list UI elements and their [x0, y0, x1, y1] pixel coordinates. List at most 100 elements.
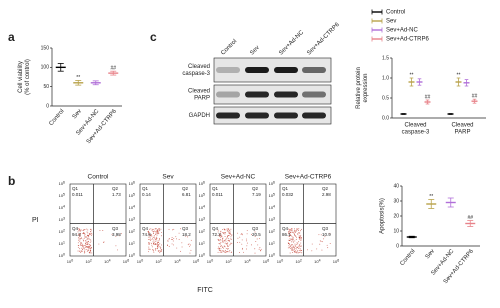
tick-base: 10	[59, 181, 64, 186]
event-dot	[91, 233, 93, 235]
tick-base: 10	[129, 229, 134, 234]
tick-exponent: 6	[127, 258, 129, 262]
event-dot	[289, 243, 291, 245]
event-dot	[173, 238, 175, 240]
x-tick-label: 100	[277, 258, 283, 264]
event-dot	[298, 241, 300, 243]
event-dot	[150, 239, 151, 241]
event-dot	[227, 229, 229, 231]
event-dot	[259, 247, 261, 249]
event-dot	[219, 235, 221, 237]
quadrant-name: Q4	[72, 226, 79, 231]
quadrant-value: 94.3	[72, 232, 81, 237]
event-dot	[80, 251, 82, 253]
event-dot	[85, 242, 87, 244]
event-dot	[290, 247, 292, 249]
event-dot	[243, 251, 244, 253]
event-dot	[98, 243, 100, 245]
event-dot	[102, 230, 104, 231]
tick-exponent: 5	[133, 192, 135, 196]
y-tick-label: 105	[129, 192, 135, 198]
event-dot	[228, 240, 229, 241]
event-dot	[224, 229, 226, 231]
y-tick-label: 100	[269, 252, 275, 258]
flow-x-label: FITC	[197, 287, 213, 294]
event-dot	[78, 238, 80, 240]
event-dot	[224, 252, 226, 254]
event-dot	[78, 230, 80, 232]
event-dot	[83, 231, 85, 233]
event-dot	[228, 238, 230, 240]
y-tick-label: 100	[59, 252, 65, 258]
event-dot	[159, 252, 161, 254]
event-dot	[175, 236, 177, 238]
event-dot	[254, 231, 256, 233]
event-dot	[293, 230, 295, 231]
event-dot	[78, 233, 80, 235]
event-dot	[151, 237, 153, 239]
quadrant-value: 10.9	[322, 232, 331, 237]
lane-label: Control	[220, 39, 238, 57]
event-dot	[160, 249, 162, 251]
event-dot	[298, 238, 300, 240]
event-dot	[296, 251, 298, 253]
quadrant-value: 0.14	[142, 192, 151, 197]
event-dot	[156, 228, 157, 230]
event-dot	[121, 233, 123, 235]
event-dot	[294, 228, 295, 230]
event-dot	[292, 240, 294, 242]
event-dot	[86, 243, 88, 245]
event-dot	[89, 241, 91, 243]
x-tick-label: 106	[263, 258, 269, 264]
event-dot	[80, 243, 82, 245]
event-dot	[294, 251, 296, 253]
event-dot	[288, 247, 290, 249]
row-label: Cleaved	[188, 89, 210, 95]
y-tick-label: 105	[269, 192, 275, 198]
event-dot	[148, 239, 149, 241]
x-tick-label: 102	[155, 258, 161, 264]
tick-exponent: 4	[249, 258, 251, 262]
event-dot	[88, 246, 90, 248]
lane-label: Sev	[249, 45, 261, 57]
event-dot	[168, 228, 170, 230]
event-dot	[151, 238, 153, 240]
tick-base: 10	[269, 253, 274, 258]
significance-label: **	[410, 72, 414, 78]
event-dot	[172, 239, 174, 241]
tick-base: 10	[269, 229, 274, 234]
tick-exponent: 2	[300, 258, 302, 262]
event-dot	[230, 243, 232, 245]
event-dot	[151, 235, 153, 237]
event-dot	[89, 238, 90, 240]
event-dot	[82, 249, 83, 251]
quadrant-value: 2.98	[322, 192, 331, 197]
event-dot	[299, 232, 301, 234]
quadrant-value: 0.032	[282, 192, 294, 197]
event-dot	[149, 249, 151, 250]
event-dot	[288, 243, 290, 245]
event-dot	[119, 235, 121, 237]
event-dot	[153, 251, 155, 253]
event-dot	[89, 250, 91, 252]
significance-label: ##	[467, 215, 473, 221]
event-dot	[290, 235, 292, 237]
y-tick-label: 100	[199, 252, 205, 258]
event-dot	[229, 230, 231, 232]
event-dot	[298, 252, 299, 254]
event-dot	[227, 235, 229, 237]
event-dot	[79, 250, 80, 252]
event-dot	[148, 243, 150, 245]
event-dot	[236, 242, 238, 243]
tick-exponent: 6	[133, 180, 135, 184]
event-dot	[220, 246, 222, 248]
event-dot	[231, 234, 233, 236]
event-dot	[311, 250, 313, 252]
event-dot	[219, 234, 221, 236]
event-dot	[296, 246, 297, 248]
event-dot	[222, 232, 224, 234]
event-dot	[290, 230, 292, 231]
blot-band	[245, 112, 269, 119]
y-axis-label: Apoptosis(%)	[380, 198, 386, 234]
y-tick-label: 100	[41, 65, 50, 71]
